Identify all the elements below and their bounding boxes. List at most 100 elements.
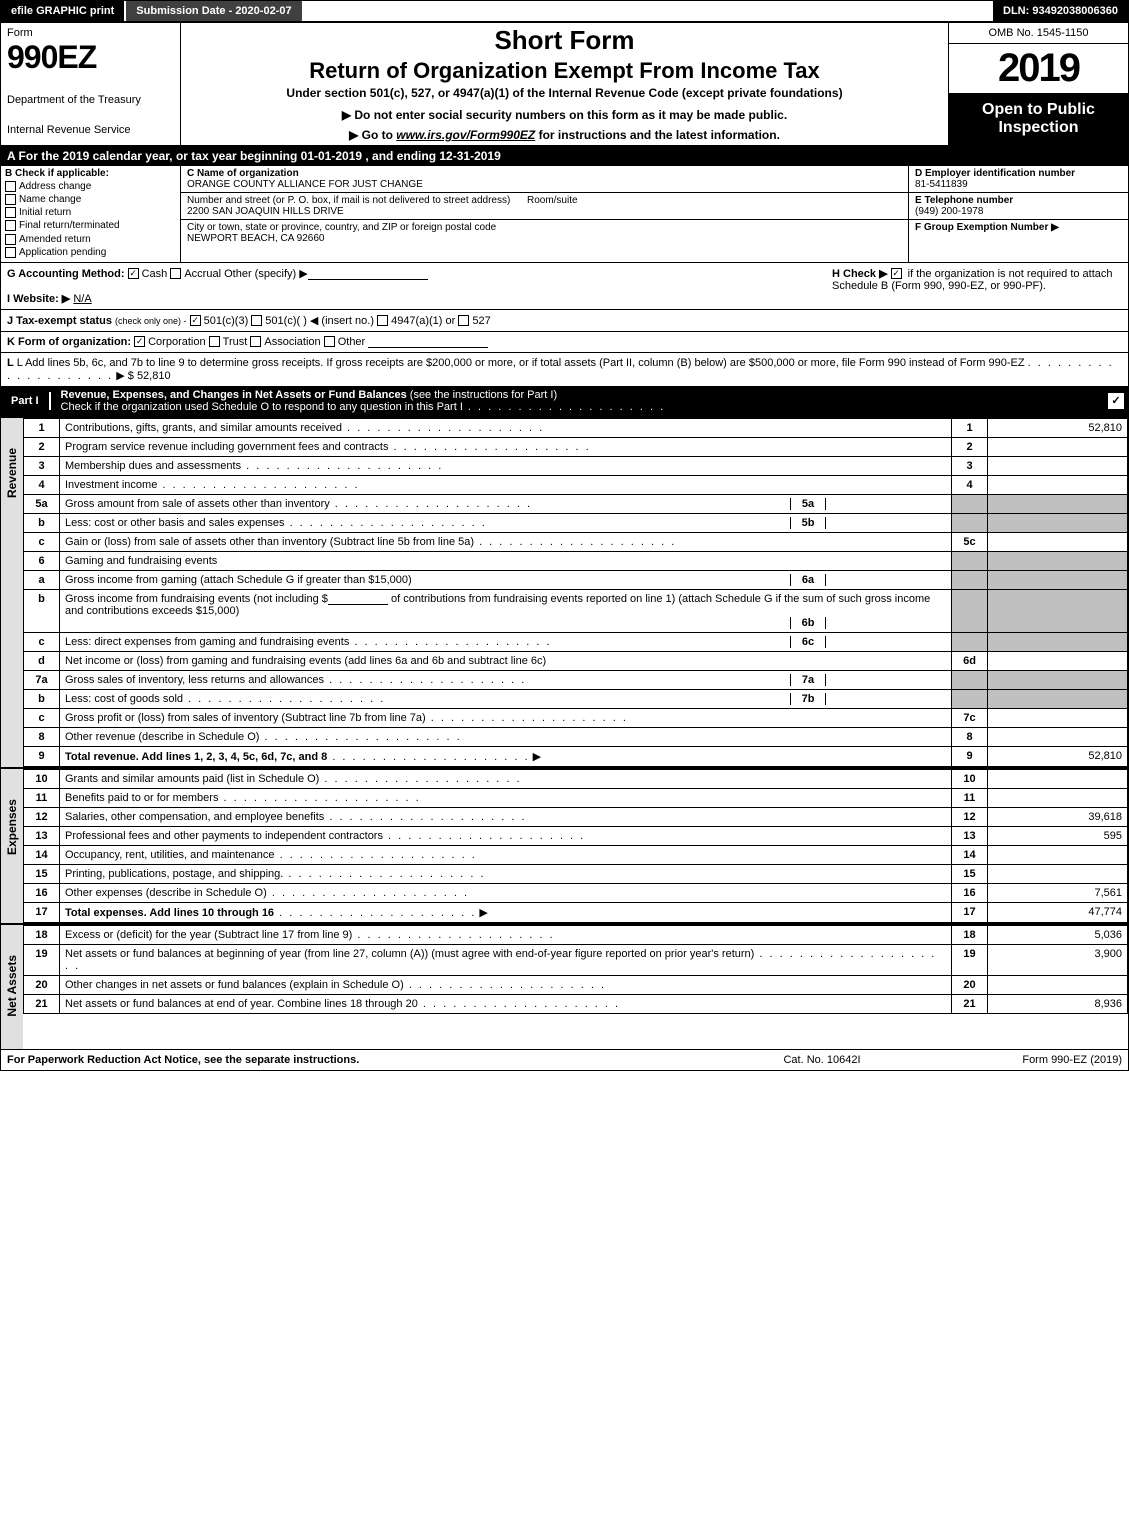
line-13: 13Professional fees and other payments t… xyxy=(24,826,1128,845)
gross-receipts-amount: ▶ $ 52,810 xyxy=(116,370,170,382)
line-17: 17Total expenses. Add lines 10 through 1… xyxy=(24,902,1128,922)
tel-label: E Telephone number xyxy=(915,195,1013,206)
section-def: D Employer identification number 81-5411… xyxy=(908,166,1128,262)
room-label: Room/suite xyxy=(527,195,578,206)
tel-value: (949) 200-1978 xyxy=(915,206,983,217)
accounting-method-label: G Accounting Method: xyxy=(7,268,125,280)
open-to-public: Open to Public Inspection xyxy=(949,93,1128,145)
submission-date-button[interactable]: Submission Date - 2020-02-07 xyxy=(126,1,303,21)
line-19: 19Net assets or fund balances at beginni… xyxy=(24,944,1128,975)
chk-initial-return[interactable]: Initial return xyxy=(5,207,176,218)
goto-link[interactable]: www.irs.gov/Form990EZ xyxy=(396,128,535,142)
line-8: 8Other revenue (describe in Schedule O)8 xyxy=(24,727,1128,746)
goto-pre: ▶ Go to xyxy=(349,128,396,142)
line-10: 10Grants and similar amounts paid (list … xyxy=(24,769,1128,788)
revenue-section: Revenue 1Contributions, gifts, grants, a… xyxy=(1,416,1128,767)
org-name: ORANGE COUNTY ALLIANCE FOR JUST CHANGE xyxy=(187,179,423,190)
chk-amended-return[interactable]: Amended return xyxy=(5,234,176,245)
line-14: 14Occupancy, rent, utilities, and mainte… xyxy=(24,845,1128,864)
line-5a: 5aGross amount from sale of assets other… xyxy=(24,494,1128,513)
tax-year-row: A For the 2019 calendar year, or tax yea… xyxy=(1,146,1128,166)
line-4: 4Investment income4 xyxy=(24,475,1128,494)
return-title: Return of Organization Exempt From Incom… xyxy=(187,58,942,84)
paperwork-notice: For Paperwork Reduction Act Notice, see … xyxy=(7,1054,722,1066)
chk-other-org[interactable] xyxy=(324,336,335,347)
dept-treasury: Department of the Treasury xyxy=(7,94,174,106)
line-7a: 7aGross sales of inventory, less returns… xyxy=(24,670,1128,689)
line-5c: cGain or (loss) from sale of assets othe… xyxy=(24,532,1128,551)
goto-line: ▶ Go to www.irs.gov/Form990EZ for instru… xyxy=(187,128,942,142)
street-block: Number and street (or P. O. box, if mail… xyxy=(181,193,908,220)
meta-g: G Accounting Method: Cash Accrual Other … xyxy=(7,267,822,305)
chk-name-change[interactable]: Name change xyxy=(5,194,176,205)
chk-501c[interactable] xyxy=(251,315,262,326)
group-exemption-block: F Group Exemption Number ▶ xyxy=(909,220,1128,235)
chk-trust[interactable] xyxy=(209,336,220,347)
form-footer-label: Form 990-EZ (2019) xyxy=(922,1054,1122,1066)
part1-tab: Part I xyxy=(1,392,51,410)
chk-4947a1[interactable] xyxy=(377,315,388,326)
line-12: 12Salaries, other compensation, and empl… xyxy=(24,807,1128,826)
line-18: 18Excess or (deficit) for the year (Subt… xyxy=(24,925,1128,944)
chk-final-return[interactable]: Final return/terminated xyxy=(5,220,176,231)
part1-title: Revenue, Expenses, and Changes in Net As… xyxy=(51,386,1108,416)
page-footer: For Paperwork Reduction Act Notice, see … xyxy=(1,1049,1128,1070)
chk-527[interactable] xyxy=(458,315,469,326)
revenue-sidelabel: Revenue xyxy=(1,418,23,767)
line-6a: aGross income from gaming (attach Schedu… xyxy=(24,570,1128,589)
ssn-warning: ▶ Do not enter social security numbers o… xyxy=(187,108,942,122)
line-21: 21Net assets or fund balances at end of … xyxy=(24,994,1128,1013)
expenses-table: 10Grants and similar amounts paid (list … xyxy=(23,769,1128,923)
chk-association[interactable] xyxy=(250,336,261,347)
chk-schedule-o-part1[interactable]: ✓ xyxy=(1108,393,1124,409)
line-2: 2Program service revenue including gover… xyxy=(24,437,1128,456)
chk-application-pending[interactable]: Application pending xyxy=(5,247,176,258)
expenses-section: Expenses 10Grants and similar amounts pa… xyxy=(1,767,1128,923)
line-3: 3Membership dues and assessments3 xyxy=(24,456,1128,475)
form-header: Form 990EZ Department of the Treasury In… xyxy=(1,23,1128,146)
header-left: Form 990EZ Department of the Treasury In… xyxy=(1,23,181,145)
other-org-input[interactable] xyxy=(368,336,488,348)
city-value: NEWPORT BEACH, CA 92660 xyxy=(187,233,324,244)
dept-irs: Internal Revenue Service xyxy=(7,124,174,136)
line-20: 20Other changes in net assets or fund ba… xyxy=(24,975,1128,994)
group-exemption-label: F Group Exemption Number ▶ xyxy=(915,222,1059,233)
line-1: 1Contributions, gifts, grants, and simil… xyxy=(24,418,1128,437)
form-label: Form xyxy=(7,27,174,39)
chk-cash[interactable] xyxy=(128,268,139,279)
net-assets-sidelabel: Net Assets xyxy=(1,925,23,1050)
chk-corporation[interactable] xyxy=(134,336,145,347)
meta-l: L L Add lines 5b, 6c, and 7b to line 9 t… xyxy=(1,353,1128,386)
line-16: 16Other expenses (describe in Schedule O… xyxy=(24,883,1128,902)
city-label: City or town, state or province, country… xyxy=(187,222,496,233)
dln-label: DLN: 93492038006360 xyxy=(993,1,1128,21)
website-value: N/A xyxy=(73,293,91,305)
goto-post: for instructions and the latest informat… xyxy=(535,128,780,142)
meta-k: K Form of organization: Corporation Trus… xyxy=(1,332,1128,353)
chk-address-change[interactable]: Address change xyxy=(5,181,176,192)
line-11: 11Benefits paid to or for members11 xyxy=(24,788,1128,807)
omb-number: OMB No. 1545-1150 xyxy=(949,23,1128,44)
website-label: I Website: ▶ xyxy=(7,293,70,305)
org-name-block: C Name of organization ORANGE COUNTY ALL… xyxy=(181,166,908,193)
line-6c: cLess: direct expenses from gaming and f… xyxy=(24,632,1128,651)
net-assets-section: Net Assets 18Excess or (deficit) for the… xyxy=(1,923,1128,1050)
chk-501c3[interactable] xyxy=(190,315,201,326)
ein-value: 81-5411839 xyxy=(915,179,968,190)
efile-print-button[interactable]: efile GRAPHIC print xyxy=(1,1,126,21)
org-name-label: C Name of organization xyxy=(187,168,299,179)
line-9: 9Total revenue. Add lines 1, 2, 3, 4, 5c… xyxy=(24,746,1128,766)
line-5b: bLess: cost or other basis and sales exp… xyxy=(24,513,1128,532)
other-specify-input[interactable] xyxy=(308,268,428,280)
ein-block: D Employer identification number 81-5411… xyxy=(909,166,1128,193)
meta-j: J Tax-exempt status (check only one) - 5… xyxy=(1,310,1128,332)
header-mid: Short Form Return of Organization Exempt… xyxy=(181,23,948,145)
topbar: efile GRAPHIC print Submission Date - 20… xyxy=(1,1,1128,23)
city-block: City or town, state or province, country… xyxy=(181,220,908,246)
chk-schedule-b-not-required[interactable] xyxy=(891,268,902,279)
info-row-bcdef: B Check if applicable: Address change Na… xyxy=(1,166,1128,263)
street-value: 2200 SAN JOAQUIN HILLS DRIVE xyxy=(187,206,344,217)
section-c: C Name of organization ORANGE COUNTY ALL… xyxy=(181,166,908,262)
line-6b: bGross income from fundraising events (n… xyxy=(24,589,1128,632)
chk-accrual[interactable] xyxy=(170,268,181,279)
